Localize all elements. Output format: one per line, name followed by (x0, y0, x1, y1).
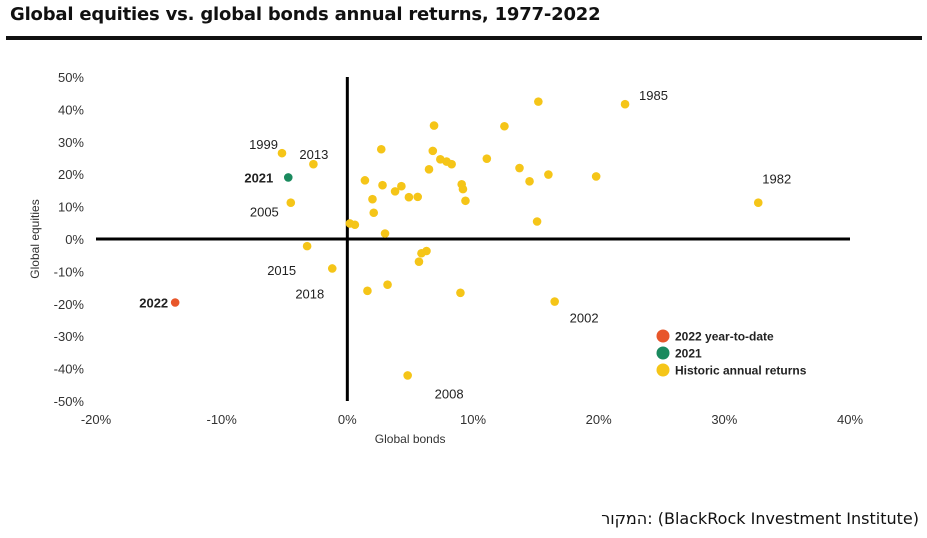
point-label: 1982 (762, 172, 791, 187)
point-label: 2022 (139, 296, 168, 311)
data-point (397, 181, 406, 191)
data-point (360, 176, 370, 185)
data-point (369, 208, 379, 218)
data-point (482, 154, 492, 163)
title-divider (6, 36, 922, 40)
data-point (544, 170, 553, 179)
source-note: המקור: (BlackRock Investment Institute) (601, 509, 919, 528)
y-tick-label: -20% (54, 297, 85, 312)
x-tick-label: 0% (338, 412, 357, 427)
data-point (447, 159, 456, 169)
point-label: 1985 (639, 88, 668, 103)
legend-swatch (656, 346, 670, 360)
data-point (327, 264, 337, 273)
data-point (404, 192, 414, 202)
data-point (428, 146, 438, 156)
y-tick-label: -40% (54, 362, 85, 377)
point-labels: 1985 1982 1999 2013 2005 2015 2018 2002 2008 2021… (139, 88, 791, 401)
data-point (532, 217, 542, 226)
point-label: 2013 (299, 147, 328, 162)
data-point (550, 297, 559, 306)
data-point (403, 371, 412, 380)
data-point (350, 220, 360, 230)
data-point (591, 172, 601, 181)
point-label: 2021 (244, 170, 273, 185)
data-point (283, 173, 293, 182)
x-axis-label: Global bonds (375, 432, 446, 446)
data-point (170, 298, 180, 307)
data-point (461, 196, 470, 206)
y-axis-label: Global equities (28, 199, 42, 278)
x-tick-label: 30% (711, 412, 737, 427)
data-point (286, 198, 296, 208)
point-label: 1999 (249, 137, 278, 152)
data-point (414, 257, 424, 266)
point-label: 2002 (570, 311, 599, 326)
data-point (525, 177, 534, 186)
data-point (390, 187, 400, 196)
data-point (380, 229, 390, 238)
data-point (277, 148, 287, 158)
x-tick-label: 40% (837, 412, 863, 427)
x-tick-label: -10% (206, 412, 237, 427)
data-point (429, 121, 439, 130)
data-point (413, 192, 423, 202)
x-axis-ticks: -20% -10% 0% 10% 20% 30% 40% (81, 412, 864, 427)
legend-label: 2021 (675, 347, 702, 361)
x-tick-label: 20% (586, 412, 612, 427)
y-tick-label: 50% (58, 70, 84, 85)
data-point (309, 159, 318, 169)
data-point (500, 121, 509, 131)
y-tick-label: 40% (58, 102, 84, 117)
data-point (368, 194, 377, 204)
data-point (620, 99, 630, 109)
legend: 2022 year-to-date 2021 Historic annual ret… (656, 329, 807, 378)
point-label: 2005 (250, 205, 279, 220)
data-point (302, 241, 312, 251)
y-tick-label: -50% (54, 394, 85, 409)
data-point (534, 97, 543, 106)
data-point (458, 184, 468, 194)
data-point (456, 288, 465, 298)
data-point (383, 280, 392, 289)
legend-label: Historic annual returns (675, 364, 807, 378)
chart-title: Global equities vs. global bonds annual … (10, 4, 601, 25)
x-tick-label: -20% (81, 412, 112, 427)
legend-swatch (656, 363, 670, 377)
data-point (363, 286, 372, 296)
point-label: 2018 (295, 286, 324, 301)
data-point (417, 248, 426, 258)
data-point (515, 163, 524, 173)
legend-label: 2022 year-to-date (675, 330, 774, 344)
y-tick-label: -10% (54, 264, 85, 279)
y-tick-label: -30% (54, 329, 85, 344)
data-points (170, 97, 763, 380)
y-tick-label: 30% (58, 135, 84, 150)
point-label: 2008 (435, 386, 464, 401)
legend-swatch (656, 329, 670, 343)
y-tick-label: 20% (58, 167, 84, 182)
y-axis-ticks: 50% 40% 30% 20% 10% 0% -10% -20% -30% -40% -50% (54, 70, 85, 409)
y-tick-label: 10% (58, 200, 84, 215)
x-tick-label: 10% (460, 412, 486, 427)
data-point (424, 165, 434, 174)
data-point (376, 144, 386, 154)
data-point (378, 180, 387, 190)
y-tick-label: 0% (65, 232, 84, 247)
point-label: 2015 (267, 263, 296, 278)
data-point (753, 198, 763, 208)
